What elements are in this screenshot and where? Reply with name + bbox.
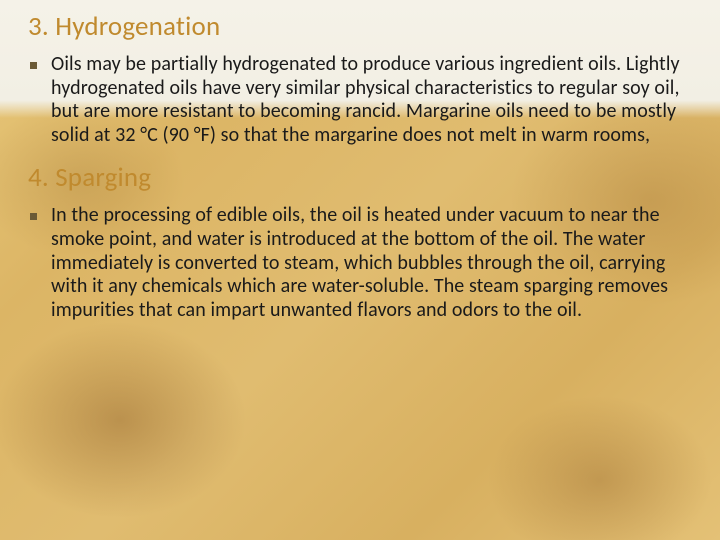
bullet-row: In the processing of edible oils, the oi… — [28, 204, 692, 322]
section-body-hydrogenation: Oils may be partially hydrogenated to pr… — [51, 53, 692, 147]
section-heading-sparging: 4. Sparging — [28, 161, 692, 194]
square-bullet-icon — [30, 213, 37, 220]
section-heading-hydrogenation: 3. Hydrogenation — [28, 10, 692, 43]
bullet-row: Oils may be partially hydrogenated to pr… — [28, 53, 692, 147]
section-body-sparging: In the processing of edible oils, the oi… — [51, 204, 692, 322]
square-bullet-icon — [30, 62, 37, 69]
slide-content: 3. Hydrogenation Oils may be partially h… — [0, 0, 720, 322]
